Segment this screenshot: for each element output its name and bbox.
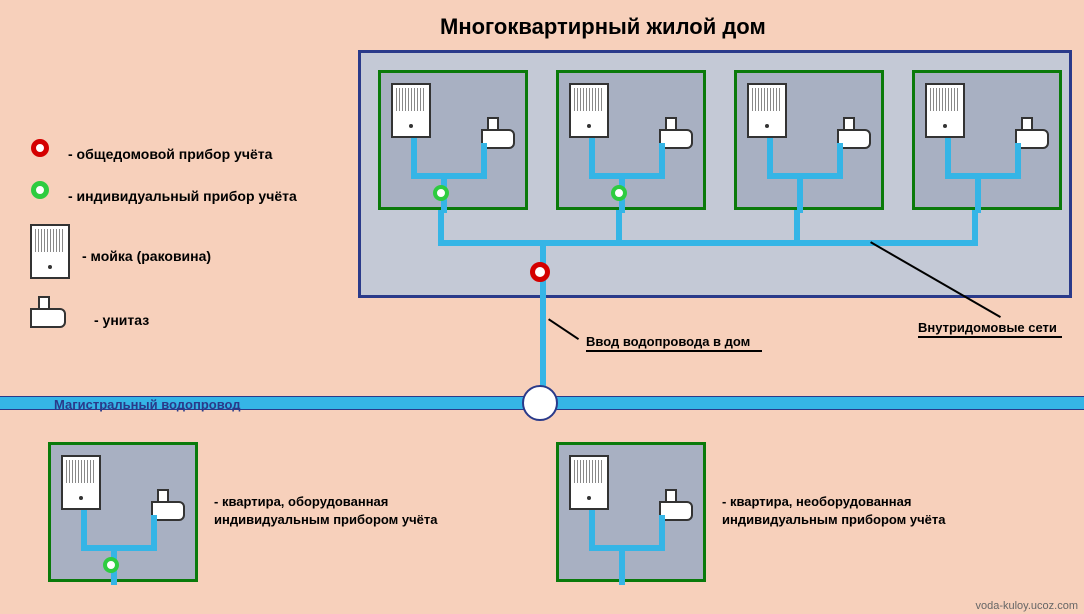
legend-sink-icon bbox=[30, 224, 70, 279]
sink-icon bbox=[925, 83, 965, 138]
apartment-top-2 bbox=[734, 70, 884, 210]
page-title: Многоквартирный жилой дом bbox=[440, 14, 766, 40]
legend-label-0: - общедомовой прибор учёта bbox=[68, 146, 272, 162]
apartment-top-0 bbox=[378, 70, 528, 210]
legend-label-2: - мойка (раковина) bbox=[82, 248, 211, 264]
sink-icon bbox=[61, 455, 101, 510]
legend-label-1: - индивидуальный прибор учёта bbox=[68, 188, 297, 204]
annotation-1: Внутридомовые сети bbox=[918, 320, 1057, 335]
legend-common-meter-icon bbox=[31, 139, 49, 157]
bottom-label-0-line2: индивидуальным прибором учёта bbox=[214, 512, 438, 527]
individual-meter-icon bbox=[433, 185, 449, 201]
common-meter-icon bbox=[530, 262, 550, 282]
apartment-bottom-1 bbox=[556, 442, 706, 582]
legend-toilet-icon bbox=[30, 300, 74, 334]
legend-individual-meter-icon bbox=[31, 181, 49, 199]
individual-meter-icon bbox=[103, 557, 119, 573]
apartment-top-1 bbox=[556, 70, 706, 210]
building-trunk-pipe bbox=[438, 240, 978, 246]
sink-icon bbox=[747, 83, 787, 138]
watermark: voda-kuloy.ucoz.com bbox=[975, 600, 1078, 612]
annotation-0: Ввод водопровода в дом bbox=[586, 334, 750, 349]
bottom-label-1-line1: - квартира, необорудованная bbox=[722, 494, 911, 509]
main-pipe-label: Магистральный водопровод bbox=[54, 397, 241, 412]
apartment-bottom-0 bbox=[48, 442, 198, 582]
apartment-top-3 bbox=[912, 70, 1062, 210]
bottom-label-0-line1: - квартира, оборудованная bbox=[214, 494, 388, 509]
sink-icon bbox=[391, 83, 431, 138]
legend-label-3: - унитаз bbox=[94, 312, 149, 328]
individual-meter-icon bbox=[611, 185, 627, 201]
sink-icon bbox=[569, 455, 609, 510]
pipe-junction bbox=[522, 385, 558, 421]
annotation-leader-0 bbox=[548, 318, 579, 340]
bottom-label-1-line2: индивидуальным прибором учёта bbox=[722, 512, 946, 527]
sink-icon bbox=[569, 83, 609, 138]
